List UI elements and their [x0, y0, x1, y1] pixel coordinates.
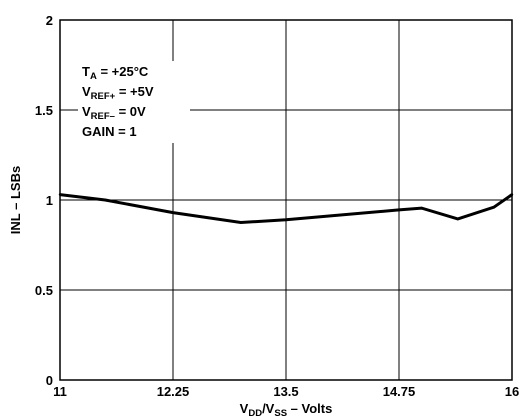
data-point [510, 193, 514, 196]
series-line [59, 193, 513, 225]
x-axis-label-sub2: SS [274, 408, 287, 419]
x-tick-label: 14.75 [383, 384, 416, 399]
y-tick-label: 1.5 [35, 103, 53, 118]
data-point [104, 198, 107, 202]
y-tick-label: 0 [46, 373, 53, 388]
condition-annotations: TA = +25°C VREF+ = +5V VREF– = 0V GAIN =… [82, 64, 154, 139]
y-tick-label: 0.5 [35, 283, 53, 298]
x-tick-label: 13.5 [273, 384, 298, 399]
annotation-vref-minus: VREF– = 0V [82, 104, 146, 122]
x-tick-label: 12.25 [157, 384, 190, 399]
data-point [397, 208, 401, 212]
y-tick-label: 2 [46, 13, 53, 28]
x-tick-label: 11 [53, 384, 67, 399]
data-point [492, 206, 496, 209]
x-axis-label-tail: – Volts [287, 401, 332, 416]
data-points [58, 193, 514, 224]
annotation-gain: GAIN = 1 [82, 124, 137, 139]
annotation-vref-plus: VREF+ = +5V [82, 84, 154, 102]
data-point [239, 221, 242, 224]
data-point [284, 218, 288, 221]
data-point [420, 206, 423, 210]
tick-labels: 11 12.25 13.5 14.75 16 0 0.5 1 1.5 2 [35, 13, 519, 399]
data-point [58, 193, 62, 196]
x-axis-label: VDD/VSS – Volts [240, 401, 333, 419]
y-tick-label: 1 [46, 193, 53, 208]
data-point [456, 217, 459, 221]
plot-frame [59, 19, 513, 381]
y-axis-label: INL – LSBs [8, 166, 23, 234]
annotation-background [78, 61, 190, 143]
x-axis-label-v1: V [240, 401, 249, 416]
data-point [171, 211, 175, 214]
x-axis-label-sub1: DD [248, 408, 262, 419]
x-axis-label-mid: /V [262, 401, 275, 416]
x-tick-label: 16 [505, 384, 519, 399]
annotation-temperature: TA = +25°C [82, 64, 149, 82]
